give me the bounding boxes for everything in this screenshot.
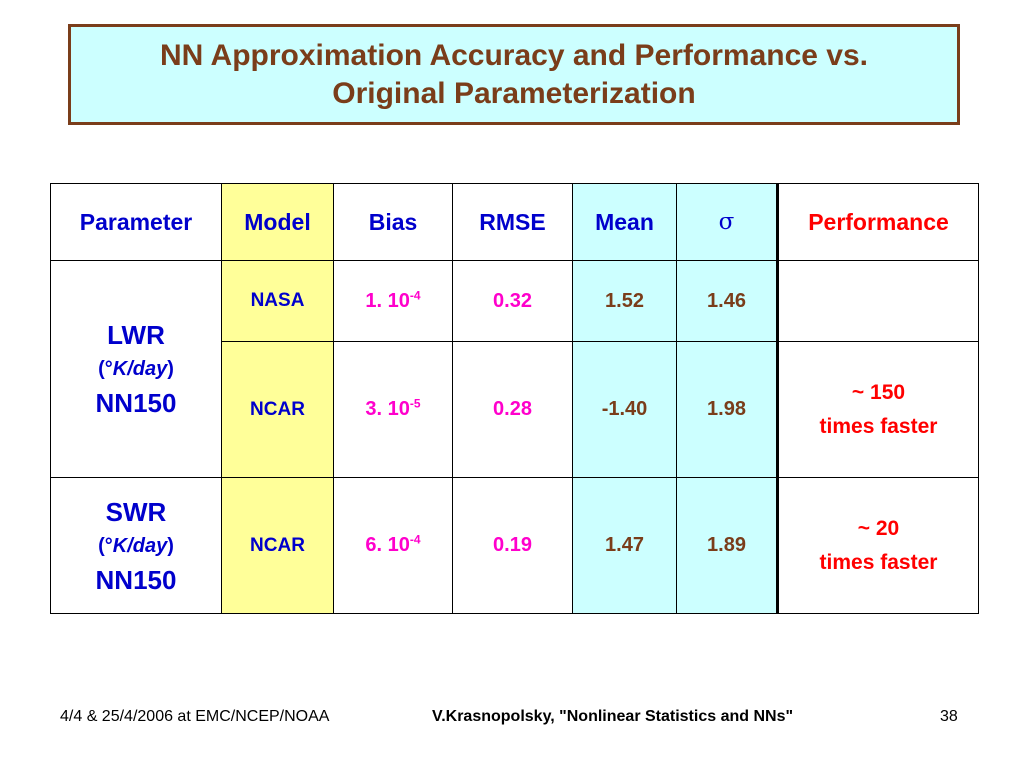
table-header-row: Parameter Model Bias RMSE Mean σ Perform…	[50, 183, 979, 261]
param-nn: NN150	[95, 388, 177, 418]
header-rmse: RMSE	[452, 183, 573, 261]
bias-cell: 6. 10-4	[333, 477, 453, 614]
rmse-cell: 0.19	[452, 477, 573, 614]
table-row: SWR (°K/day) NN150 NCAR 6. 10-4 0.19 1.4…	[50, 477, 979, 614]
accuracy-table: Parameter Model Bias RMSE Mean σ Perform…	[50, 183, 979, 614]
model-cell: NASA	[221, 260, 334, 342]
table-row: LWR (°K/day) NN150 NASA 1. 10-4 0.32 1.5…	[50, 260, 979, 478]
sigma-cell: 1.46	[676, 260, 779, 342]
performance-text: times faster	[819, 550, 938, 574]
model-cell: NCAR	[221, 341, 334, 478]
header-mean: Mean	[572, 183, 677, 261]
param-name: LWR	[107, 320, 165, 350]
header-performance: Performance	[777, 183, 979, 261]
performance-cell: ~ 150 times faster	[777, 341, 979, 478]
footer-date: 4/4 & 25/4/2006 at EMC/NCEP/NOAA	[60, 708, 330, 725]
header-parameter: Parameter	[50, 183, 222, 261]
rmse-cell: 0.32	[452, 260, 573, 342]
footer-author: V.Krasnopolsky, "Nonlinear Statistics an…	[432, 708, 794, 725]
sigma-cell: 1.89	[676, 477, 779, 614]
mean-cell: 1.52	[572, 260, 677, 342]
header-sigma: σ	[676, 183, 779, 261]
mean-cell: -1.40	[572, 341, 677, 478]
slide-number: 38	[940, 708, 958, 725]
slide-title-line1: NN Approximation Accuracy and Performanc…	[160, 38, 868, 72]
performance-value: ~ 20	[857, 516, 900, 540]
bias-cell: 1. 10-4	[333, 260, 453, 342]
sigma-cell: 1.98	[676, 341, 779, 478]
bias-cell: 3. 10-5	[333, 341, 453, 478]
rmse-cell: 0.28	[452, 341, 573, 478]
performance-text: times faster	[819, 414, 938, 438]
performance-value: ~ 150	[851, 380, 906, 404]
param-units: (°K/day)	[98, 534, 174, 557]
param-nn: NN150	[95, 564, 177, 595]
header-bias: Bias	[333, 183, 453, 261]
performance-cell: ~ 20 times faster	[777, 477, 979, 614]
slide-title: NN Approximation Accuracy and Performanc…	[68, 24, 960, 125]
slide-title-line2: Original Parameterization	[332, 76, 696, 110]
param-name: SWR	[105, 496, 167, 527]
model-cell: NCAR	[221, 477, 334, 614]
param-units: (°K/day)	[98, 358, 174, 380]
header-model: Model	[221, 183, 334, 261]
performance-cell-empty	[777, 260, 979, 342]
mean-cell: 1.47	[572, 477, 677, 614]
param-cell-swr: SWR (°K/day) NN150	[50, 477, 222, 614]
param-cell-lwr: LWR (°K/day) NN150	[50, 260, 222, 478]
table-row: NCAR 3. 10-5 0.28 -1.40 1.98 ~ 150 times…	[51, 341, 979, 478]
